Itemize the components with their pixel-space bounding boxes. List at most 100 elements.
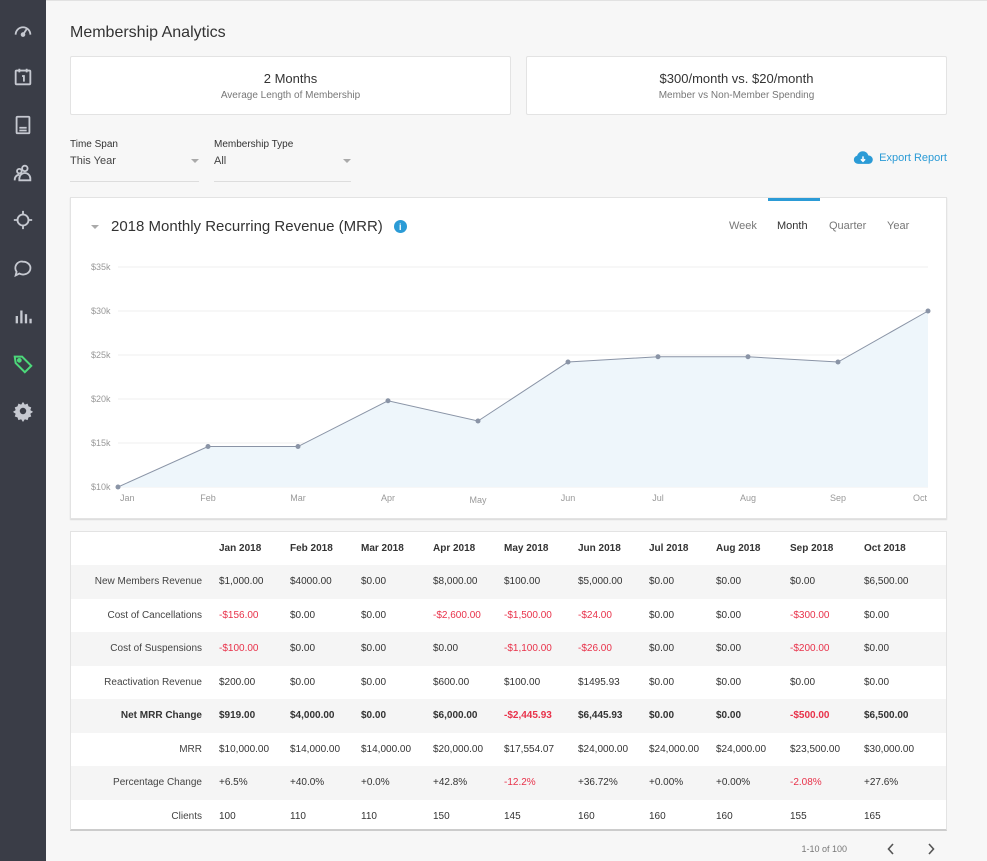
stat-label: Member vs Non-Member Spending	[658, 90, 815, 101]
calendar-icon[interactable]	[11, 65, 35, 89]
next-page-button[interactable]	[925, 843, 937, 855]
book-icon[interactable]	[11, 113, 35, 137]
tab-week[interactable]: Week	[729, 220, 757, 232]
table-cell: $100.00	[504, 676, 541, 688]
sidebar	[0, 0, 46, 861]
table-cell: 110	[361, 810, 377, 822]
table-cell: 155	[790, 810, 807, 822]
table-cell: 145	[504, 810, 521, 822]
collapse-chevron-icon[interactable]	[91, 224, 99, 229]
table-row: Percentage Change +6.5% +40.0% +0.0% +42.8% -…	[71, 766, 946, 800]
tab-year[interactable]: Year	[887, 220, 910, 232]
tab-quarter[interactable]: Quarter	[829, 220, 867, 232]
table-cell: $5,000.00	[578, 565, 649, 599]
table-cell: $0.00	[290, 609, 316, 621]
table-cell: $23,500.00	[790, 743, 841, 755]
table-cell: -2.08%	[790, 766, 864, 800]
table-cell: $0.00	[716, 699, 790, 733]
table-cell: -$300.00	[790, 609, 830, 621]
data-point[interactable]	[385, 398, 391, 404]
table-cell: $600.00	[433, 676, 470, 688]
table-header-row: Jan 2018 Feb 2018 Mar 2018 Apr 2018 May 2018…	[71, 532, 946, 565]
table-cell: -$200.00	[790, 632, 864, 666]
row-label: Net MRR Change	[71, 699, 219, 733]
table-cell: $17,554.07	[504, 743, 555, 755]
export-report-button[interactable]: Export Report	[853, 150, 947, 166]
stat-label: Average Length of Membership	[220, 90, 361, 101]
chevron-right-icon	[928, 843, 935, 855]
table-row: New Members Revenue $1,000.00 $4000.00 $0.0…	[71, 565, 946, 599]
x-tick-label: Jun	[561, 493, 576, 503]
table-cell: $0.00	[290, 632, 361, 666]
table-cell: $0.00	[864, 609, 890, 621]
pagination-label: 1-10 of 100	[801, 844, 847, 854]
table-cell: $0.00	[864, 676, 890, 688]
column-header: Feb 2018	[290, 543, 333, 554]
table-cell: $8,000.00	[433, 565, 504, 599]
mrr-chart: $10k $15k $20k $25k $30k $35k Jan Feb Mar Apr May J…	[91, 262, 931, 505]
table-cell: $30,000.00	[864, 743, 915, 755]
table-cell: -$500.00	[790, 699, 864, 733]
data-point[interactable]	[925, 308, 931, 314]
membership-type-select[interactable]: All	[214, 155, 351, 182]
active-tab-indicator	[768, 198, 820, 201]
x-tick-label: Jan	[120, 493, 135, 503]
x-tick-label: Mar	[290, 493, 306, 503]
table-cell: 160	[578, 810, 595, 822]
bar-chart-icon[interactable]	[11, 304, 35, 328]
table-cell: $0.00	[716, 632, 790, 666]
y-tick-label: $30k	[91, 306, 111, 316]
table-cell: $0.00	[716, 676, 742, 688]
table-cell: 165	[864, 810, 881, 822]
data-point[interactable]	[565, 359, 571, 365]
area-fill	[118, 311, 928, 487]
table-cell: +42.8%	[433, 766, 504, 800]
table-cell: 160	[716, 810, 733, 822]
table-cell: $10,000.00	[219, 743, 270, 755]
table-cell: -12.2%	[504, 766, 578, 800]
table-cell: 110	[290, 810, 306, 822]
data-point[interactable]	[745, 354, 751, 360]
table-row: Reactivation Revenue $200.00 $0.00 $0.00 $60…	[71, 666, 946, 700]
data-point[interactable]	[205, 444, 211, 450]
tab-month[interactable]: Month	[777, 220, 808, 232]
column-header: Jul 2018	[649, 543, 689, 554]
table-cell: -$100.00	[219, 632, 290, 666]
mrr-table-card: Jan 2018 Feb 2018 Mar 2018 Apr 2018 May 2018…	[70, 531, 947, 831]
users-icon[interactable]	[11, 161, 35, 185]
table-cell: $14,000.00	[290, 743, 341, 755]
time-span-select[interactable]: This Year	[70, 155, 199, 182]
table-cell: +6.5%	[219, 766, 290, 800]
membership-type-label: Membership Type	[214, 139, 294, 150]
table-cell: $6,500.00	[864, 565, 946, 599]
table-cell: $0.00	[433, 632, 504, 666]
table-cell: $0.00	[361, 699, 433, 733]
tag-icon[interactable]	[11, 352, 35, 376]
table-cell: 160	[649, 810, 666, 822]
chevron-down-icon	[343, 159, 351, 163]
data-point[interactable]	[835, 359, 841, 365]
data-point[interactable]	[295, 444, 301, 450]
stat-card-membership-length: 2 Months Average Length of Membership	[70, 56, 511, 115]
y-tick-label: $20k	[91, 394, 111, 404]
data-point[interactable]	[655, 354, 661, 360]
target-icon[interactable]	[11, 208, 35, 232]
x-tick-label: Oct	[913, 493, 928, 503]
info-icon[interactable]: i	[393, 220, 407, 233]
prev-page-button[interactable]	[885, 843, 897, 855]
row-label: Percentage Change	[71, 766, 219, 800]
column-header: May 2018	[504, 543, 549, 554]
table-cell: $0.00	[649, 609, 675, 621]
series-line	[117, 310, 929, 488]
settings-icon[interactable]	[11, 399, 35, 423]
table-cell: $0.00	[649, 632, 716, 666]
top-divider	[46, 0, 987, 1]
table-cell: +0.0%	[361, 766, 433, 800]
chevron-down-icon	[191, 159, 199, 163]
chat-icon[interactable]	[11, 257, 35, 281]
membership-type-filter: Membership Type All	[214, 139, 351, 182]
row-label: Cost of Suspensions	[71, 632, 219, 666]
dashboard-icon[interactable]	[11, 18, 35, 42]
data-point[interactable]	[115, 484, 121, 490]
data-point[interactable]	[475, 418, 481, 424]
